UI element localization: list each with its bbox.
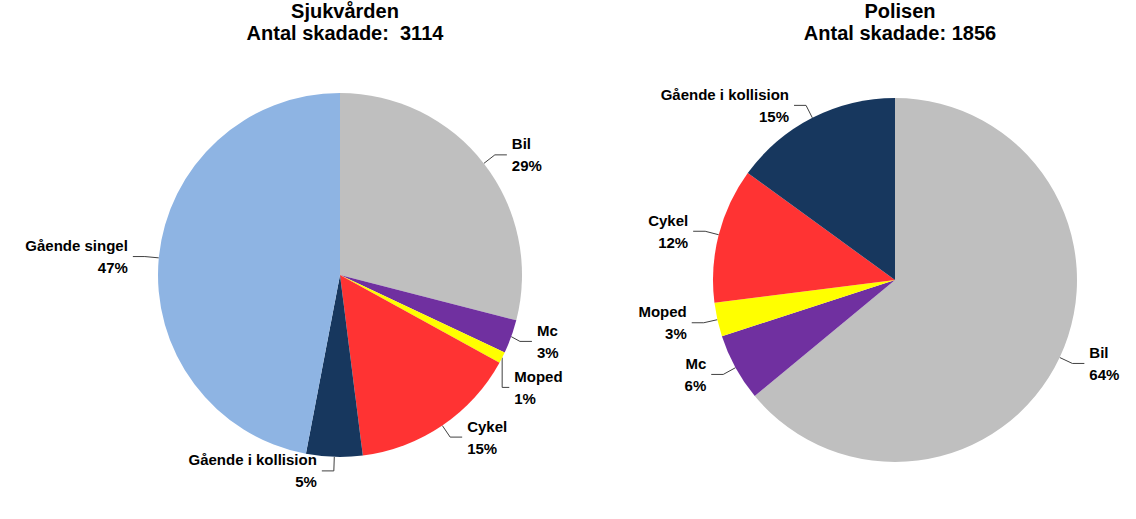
svg-text:Mc: Mc bbox=[537, 322, 558, 339]
svg-text:Bil: Bil bbox=[1089, 344, 1108, 361]
svg-text:Mc: Mc bbox=[685, 355, 706, 372]
svg-text:Antal skadade: 3114: Antal skadade: 3114 bbox=[247, 22, 445, 44]
svg-text:Bil: Bil bbox=[512, 135, 531, 152]
svg-text:Sjukvården: Sjukvården bbox=[291, 0, 399, 22]
svg-text:Polisen: Polisen bbox=[864, 0, 935, 22]
svg-text:29%: 29% bbox=[512, 157, 542, 174]
svg-text:Cykel: Cykel bbox=[648, 212, 688, 229]
svg-text:64%: 64% bbox=[1089, 366, 1119, 383]
svg-text:12%: 12% bbox=[658, 234, 688, 251]
svg-text:Moped: Moped bbox=[514, 368, 562, 385]
svg-text:1%: 1% bbox=[514, 390, 536, 407]
svg-text:Cykel: Cykel bbox=[467, 418, 507, 435]
svg-text:Moped: Moped bbox=[638, 303, 686, 320]
svg-text:15%: 15% bbox=[759, 108, 789, 125]
svg-text:Gående i kollision: Gående i kollision bbox=[188, 451, 316, 468]
svg-text:3%: 3% bbox=[537, 344, 559, 361]
svg-text:3%: 3% bbox=[665, 325, 687, 342]
svg-text:Gående singel: Gående singel bbox=[25, 237, 128, 254]
svg-text:Gående i kollision: Gående i kollision bbox=[661, 86, 789, 103]
svg-text:6%: 6% bbox=[685, 377, 707, 394]
svg-text:5%: 5% bbox=[295, 473, 317, 490]
svg-text:Antal skadade: 1856: Antal skadade: 1856 bbox=[804, 22, 996, 44]
svg-text:15%: 15% bbox=[467, 440, 497, 457]
svg-text:47%: 47% bbox=[98, 259, 128, 276]
